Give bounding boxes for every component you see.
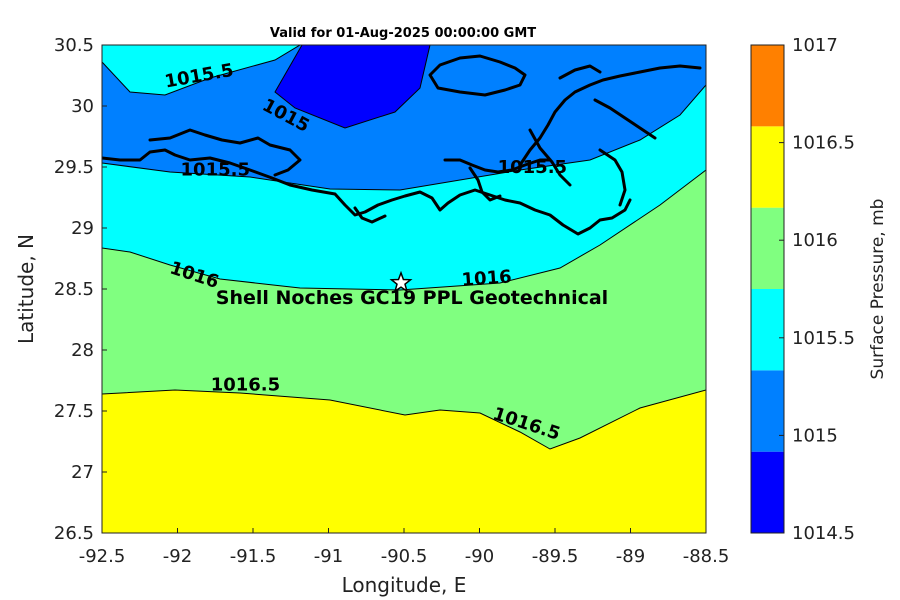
x-tick-label: -90	[465, 546, 494, 567]
contour-label: 1015.5	[181, 160, 250, 181]
site-label: Shell Noches GC19 PPL Geotechnical	[216, 287, 608, 309]
coastline	[102, 54, 702, 236]
band-1014-5	[102, 45, 301, 96]
y-tick-label: 29.5	[54, 157, 94, 178]
colorbar	[750, 44, 785, 534]
y-tick-label: 28.5	[54, 279, 94, 300]
colorbar-ticks: 1017 1016.5 1016 1015.5 1015 1014.5	[779, 35, 855, 544]
contour-label: 1016	[461, 266, 512, 290]
colorbar-tick-label: 1016.5	[792, 133, 855, 154]
y-tick-label: 30	[71, 96, 94, 117]
x-tick-label: -91	[314, 546, 343, 567]
y-tick-label: 27	[71, 462, 94, 483]
y-tick-label: 26.5	[54, 523, 94, 544]
colorbar-tick-label: 1014.5	[792, 523, 855, 544]
colorbar-swatch	[751, 45, 784, 127]
x-axis-label: Longitude, E	[342, 573, 467, 597]
y-axis-label: Latitude, N	[14, 234, 38, 344]
colorbar-swatch	[751, 451, 784, 533]
site-star-icon	[389, 270, 413, 293]
x-tick-label: -88.5	[683, 546, 730, 567]
colorbar-tick-label: 1016	[792, 230, 838, 251]
x-tick-label: -92	[163, 546, 192, 567]
x-tick-label: -89	[616, 546, 645, 567]
colorbar-swatch	[751, 126, 784, 208]
x-tick-label: -92.5	[79, 546, 126, 567]
y-tick-label: 29	[71, 218, 94, 239]
colorbar-frame	[750, 44, 785, 534]
colorbar-tick-label: 1017	[792, 35, 838, 56]
y-axis-ticks: 30.5 30 29.5 29 28.5 28 27.5 27 26.5	[54, 35, 107, 544]
x-axis-ticks: -92.5 -92 -91.5 -91 -90.5 -90 -89.5 -89 -88.5	[79, 528, 730, 567]
x-tick-label: -90.5	[381, 546, 428, 567]
map-title: Valid for 01-Aug-2025 00:00:00 GMT	[270, 26, 536, 41]
x-tick-label: -91.5	[230, 546, 277, 567]
y-tick-label: 28	[71, 340, 94, 361]
y-tick-label: 27.5	[54, 401, 94, 422]
colorbar-tick-label: 1015	[792, 425, 838, 446]
contour-label: 1015.5	[498, 157, 567, 178]
colorbar-label: Surface Pressure, mb	[868, 199, 888, 380]
band-1015	[102, 45, 706, 191]
colorbar-swatch	[751, 289, 784, 371]
y-tick-label: 30.5	[54, 35, 94, 56]
site-marker: Shell Noches GC19 PPL Geotechnical	[216, 270, 608, 309]
colorbar-swatch	[751, 207, 784, 289]
x-tick-label: -89.5	[532, 546, 579, 567]
contour-label: 1016.5	[211, 374, 280, 395]
colorbar-swatch	[751, 370, 784, 452]
band-1014-75	[274, 45, 431, 129]
colorbar-tick-label: 1015.5	[792, 328, 855, 349]
map-plot-area	[101, 44, 707, 534]
